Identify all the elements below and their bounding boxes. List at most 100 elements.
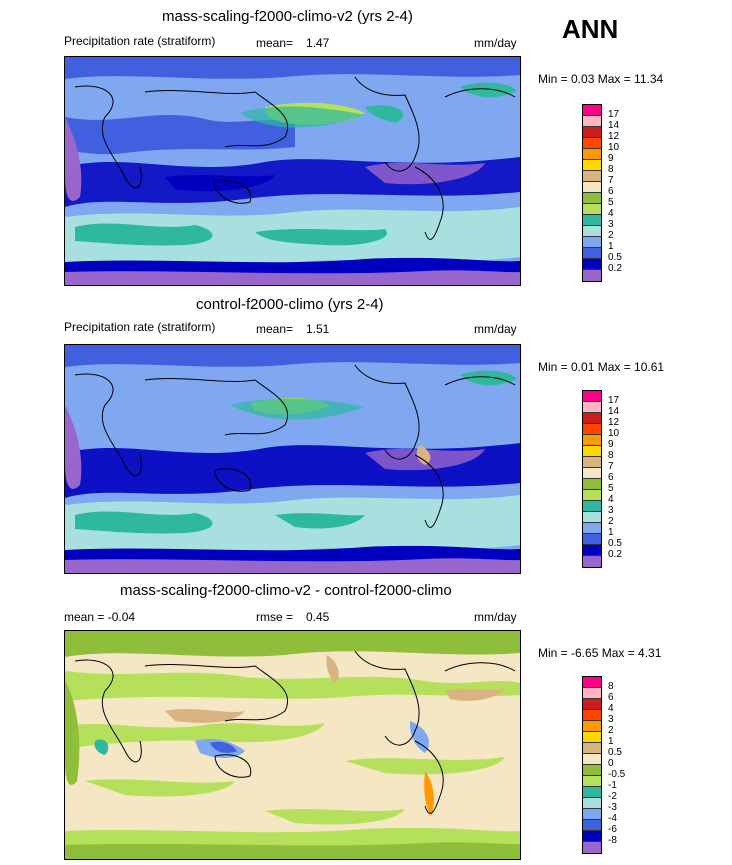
colorbar-level-label: 14 xyxy=(608,406,620,417)
colorbar-segment xyxy=(583,127,601,138)
colorbar-level-label: 4 xyxy=(608,703,614,714)
colorbar-segment xyxy=(583,270,601,281)
colorbar-segment xyxy=(583,787,601,798)
colorbar-segment xyxy=(583,688,601,699)
colorbar-level-label: -2 xyxy=(608,791,617,802)
colorbar-level-label: 3 xyxy=(608,505,614,516)
colorbar-segment xyxy=(583,523,601,534)
colorbar-segment xyxy=(583,501,601,512)
colorbar-segment xyxy=(583,215,601,226)
colorbar-segment xyxy=(583,842,601,853)
colorbar-segment xyxy=(583,732,601,743)
colorbar-level-label: 5 xyxy=(608,483,614,494)
panel-2-variable-label: Precipitation rate (stratiform) xyxy=(64,320,216,334)
panel-3-colorbar xyxy=(582,676,602,854)
colorbar-segment xyxy=(583,765,601,776)
colorbar-segment xyxy=(583,149,601,160)
colorbar-segment xyxy=(583,798,601,809)
colorbar-level-label: 10 xyxy=(608,428,620,439)
colorbar-level-label: 4 xyxy=(608,208,614,219)
colorbar-level-label: 0.2 xyxy=(608,263,622,274)
colorbar-level-label: 8 xyxy=(608,450,614,461)
colorbar-segment xyxy=(583,435,601,446)
colorbar-level-label: 2 xyxy=(608,725,614,736)
colorbar-level-label: 1 xyxy=(608,241,614,252)
panel-3-mean-label: mean = -0.04 xyxy=(64,610,136,624)
colorbar-level-label: -0.5 xyxy=(608,769,626,780)
colorbar-level-label: 0.5 xyxy=(608,747,622,758)
colorbar-level-label: 10 xyxy=(608,142,620,153)
colorbar-segment xyxy=(583,171,601,182)
colorbar-level-label: 1 xyxy=(608,736,614,747)
colorbar-segment xyxy=(583,446,601,457)
colorbar-segment xyxy=(583,248,601,259)
panel-3-rmse-label: rmse = xyxy=(256,610,294,624)
colorbar-level-label: 6 xyxy=(608,472,614,483)
colorbar-segment xyxy=(583,182,601,193)
panel-1-mean-label: mean= xyxy=(256,36,294,50)
colorbar-segment xyxy=(583,116,601,127)
colorbar-segment xyxy=(583,776,601,787)
colorbar-level-label: 8 xyxy=(608,681,614,692)
colorbar-level-label: 3 xyxy=(608,219,614,230)
colorbar-segment xyxy=(583,160,601,171)
colorbar-segment xyxy=(583,831,601,842)
colorbar-level-label: 4 xyxy=(608,494,614,505)
panel-3-units: mm/day xyxy=(474,610,517,624)
colorbar-level-label: 8 xyxy=(608,164,614,175)
colorbar-segment xyxy=(583,820,601,831)
colorbar-segment xyxy=(583,138,601,149)
panel-3-title: mass-scaling-f2000-climo-v2 - control-f2… xyxy=(120,582,452,599)
colorbar-level-label: 2 xyxy=(608,516,614,527)
panel-2-mean-label: mean= xyxy=(256,322,294,336)
colorbar-segment xyxy=(583,534,601,545)
panel-2-mean-value: 1.51 xyxy=(306,322,330,336)
panel-1-units: mm/day xyxy=(474,36,517,50)
panel-1-variable-label: Precipitation rate (stratiform) xyxy=(64,34,216,48)
colorbar-level-label: 9 xyxy=(608,439,614,450)
panel-1-colorbar xyxy=(582,104,602,282)
panel-2-minmax: Min = 0.01 Max = 10.61 xyxy=(538,360,665,374)
colorbar-segment xyxy=(583,204,601,215)
season-label: ANN xyxy=(562,14,619,44)
colorbar-level-label: -8 xyxy=(608,835,617,846)
colorbar-segment xyxy=(583,424,601,435)
panel-2-units: mm/day xyxy=(474,322,517,336)
colorbar-segment xyxy=(583,545,601,556)
panel-3-difference-map xyxy=(64,630,521,860)
colorbar-segment xyxy=(583,743,601,754)
colorbar-segment xyxy=(583,457,601,468)
colorbar-segment xyxy=(583,105,601,116)
panel-1-title: mass-scaling-f2000-climo-v2 (yrs 2-4) xyxy=(162,8,413,25)
colorbar-level-label: 1 xyxy=(608,527,614,538)
colorbar-level-label: 0.5 xyxy=(608,538,622,549)
panel-2-precip-map xyxy=(64,344,521,574)
colorbar-segment xyxy=(583,413,601,424)
colorbar-segment xyxy=(583,809,601,820)
colorbar-level-label: -1 xyxy=(608,780,617,791)
colorbar-segment xyxy=(583,490,601,501)
colorbar-level-label: 2 xyxy=(608,230,614,241)
colorbar-level-label: 17 xyxy=(608,395,620,406)
colorbar-level-label: -6 xyxy=(608,824,617,835)
panel-2-colorbar xyxy=(582,390,602,568)
colorbar-level-label: 9 xyxy=(608,153,614,164)
colorbar-level-label: 3 xyxy=(608,714,614,725)
colorbar-segment xyxy=(583,512,601,523)
colorbar-segment xyxy=(583,226,601,237)
colorbar-level-label: 6 xyxy=(608,692,614,703)
colorbar-segment xyxy=(583,721,601,732)
colorbar-level-label: -3 xyxy=(608,802,617,813)
colorbar-segment xyxy=(583,391,601,402)
colorbar-level-label: 7 xyxy=(608,175,614,186)
colorbar-level-label: -4 xyxy=(608,813,617,824)
colorbar-level-label: 6 xyxy=(608,186,614,197)
colorbar-segment xyxy=(583,754,601,765)
colorbar-segment xyxy=(583,193,601,204)
panel-2-title: control-f2000-climo (yrs 2-4) xyxy=(196,296,384,313)
colorbar-level-label: 12 xyxy=(608,417,620,428)
colorbar-segment xyxy=(583,677,601,688)
colorbar-level-label: 17 xyxy=(608,109,620,120)
colorbar-level-label: 12 xyxy=(608,131,620,142)
colorbar-segment xyxy=(583,699,601,710)
